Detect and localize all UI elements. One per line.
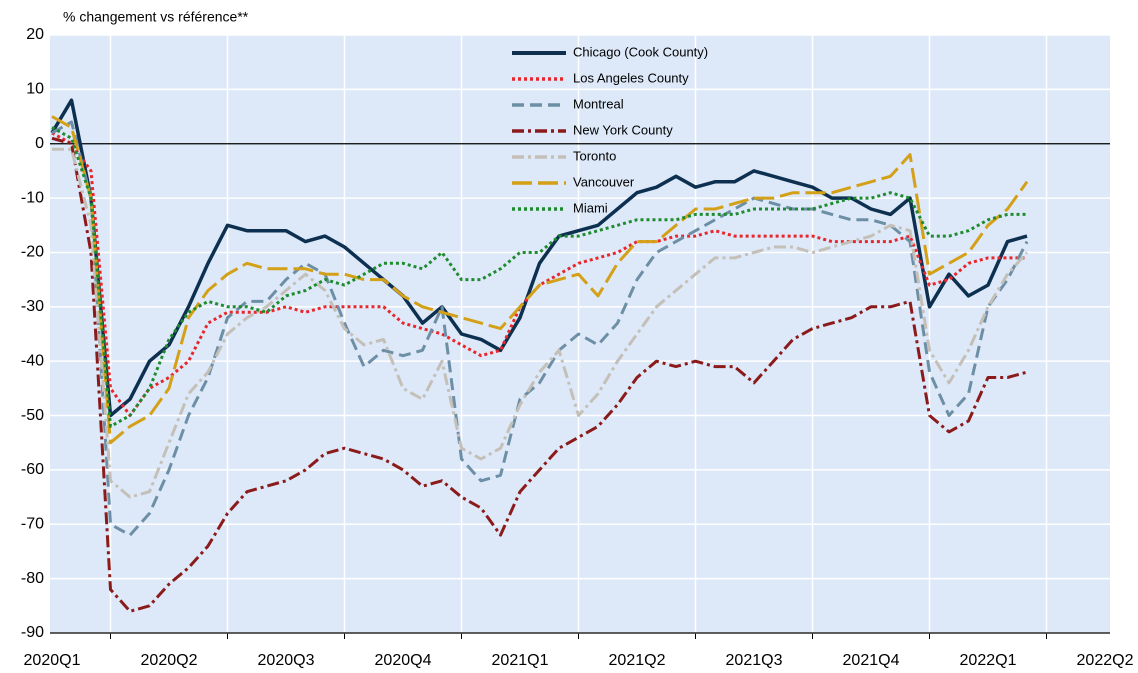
series-line: [51, 115, 1029, 445]
y-tick-label: -50: [21, 407, 44, 424]
y-tick-label: -30: [21, 298, 44, 315]
y-tick-label: -40: [21, 352, 44, 369]
series-line: [50, 98, 1028, 418]
x-tick-label: 2020Q1: [24, 652, 81, 669]
x-tick-label: 2021Q3: [726, 652, 783, 669]
legend-label: Chicago (Cook County): [573, 44, 708, 59]
series-line: [51, 131, 1027, 417]
x-tick-label: 2021Q2: [609, 652, 666, 669]
y-tick-label: 0: [35, 135, 44, 152]
y-tick-label: -20: [21, 244, 44, 261]
y-tick-label: -60: [21, 461, 44, 478]
series-line: [52, 147, 1029, 499]
y-tick-label: -80: [21, 570, 44, 587]
x-tick-label: 2021Q1: [492, 652, 549, 669]
y-tick-label: -70: [21, 515, 44, 532]
legend-label: Los Angeles County: [573, 70, 689, 85]
legend-label: Vancouver: [573, 174, 635, 189]
legend-label: Miami: [573, 200, 608, 215]
series-line: [51, 136, 1028, 613]
x-tick-label: 2021Q4: [843, 652, 900, 669]
x-tick-label: 2022Q2: [1077, 652, 1134, 669]
y-tick-label: -90: [21, 624, 44, 641]
y-tick-label: 10: [26, 81, 44, 98]
series-line: [51, 120, 1029, 537]
legend-label: Toronto: [573, 148, 616, 163]
x-tick-label: 2022Q1: [960, 652, 1017, 669]
y-tick-label: -10: [21, 189, 44, 206]
x-tick-label: 2020Q4: [375, 652, 432, 669]
y-axis-label: % changement vs référence**: [63, 9, 249, 25]
x-tick-label: 2020Q3: [258, 652, 315, 669]
x-tick-label: 2020Q2: [141, 652, 198, 669]
legend-label: New York County: [573, 122, 673, 137]
y-tick-label: 20: [26, 26, 44, 43]
legend-label: Montreal: [573, 96, 624, 111]
